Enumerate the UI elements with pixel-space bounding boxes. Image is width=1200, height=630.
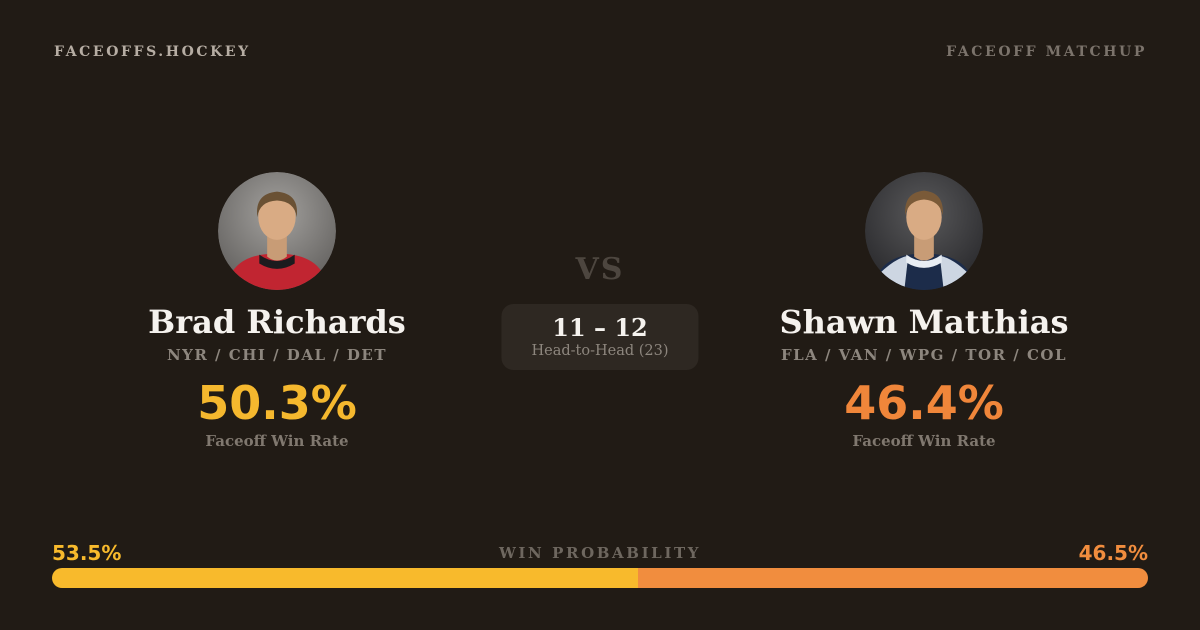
vs-label: VS [575,252,625,287]
page-title: FACEOFF MATCHUP [946,44,1147,60]
player-card-right: Shawn Matthias FLA / VAN / WPG / TOR / C… [704,172,1144,450]
win-probability-label: WIN PROBABILITY [498,544,702,562]
player-right-avatar [865,172,983,290]
player-right-name: Shawn Matthias [779,303,1069,341]
player-left-avatar [218,172,336,290]
win-probability-left-value: 53.5% [52,541,122,565]
player-right-win-rate-label: Faceoff Win Rate [852,432,996,450]
head-to-head-box: 11 – 12 Head-to-Head (23) [501,304,699,370]
win-probability-bar [52,568,1148,588]
player-left-teams: NYR / CHI / DAL / DET [166,346,388,364]
win-bar-left-segment [52,568,639,588]
player-left-win-rate: 50.3% [197,376,357,430]
win-probability-right-value: 46.5% [1078,541,1148,565]
head-to-head-label: Head-to-Head (23) [531,343,669,359]
player-left-name: Brad Richards [148,303,406,341]
win-bar-right-segment [638,568,1148,588]
player-right-win-rate: 46.4% [844,376,1004,430]
player-right-teams: FLA / VAN / WPG / TOR / COL [780,346,1068,364]
brand-logo-text: FACEOFFS.HOCKEY [54,44,251,60]
player-left-win-rate-label: Faceoff Win Rate [205,432,349,450]
header: FACEOFFS.HOCKEY FACEOFF MATCHUP [54,44,1147,60]
player-card-left: Brad Richards NYR / CHI / DAL / DET 50.3… [57,172,497,450]
head-to-head-score: 11 – 12 [552,313,648,342]
win-probability-row: 53.5% WIN PROBABILITY 46.5% [52,541,1148,565]
